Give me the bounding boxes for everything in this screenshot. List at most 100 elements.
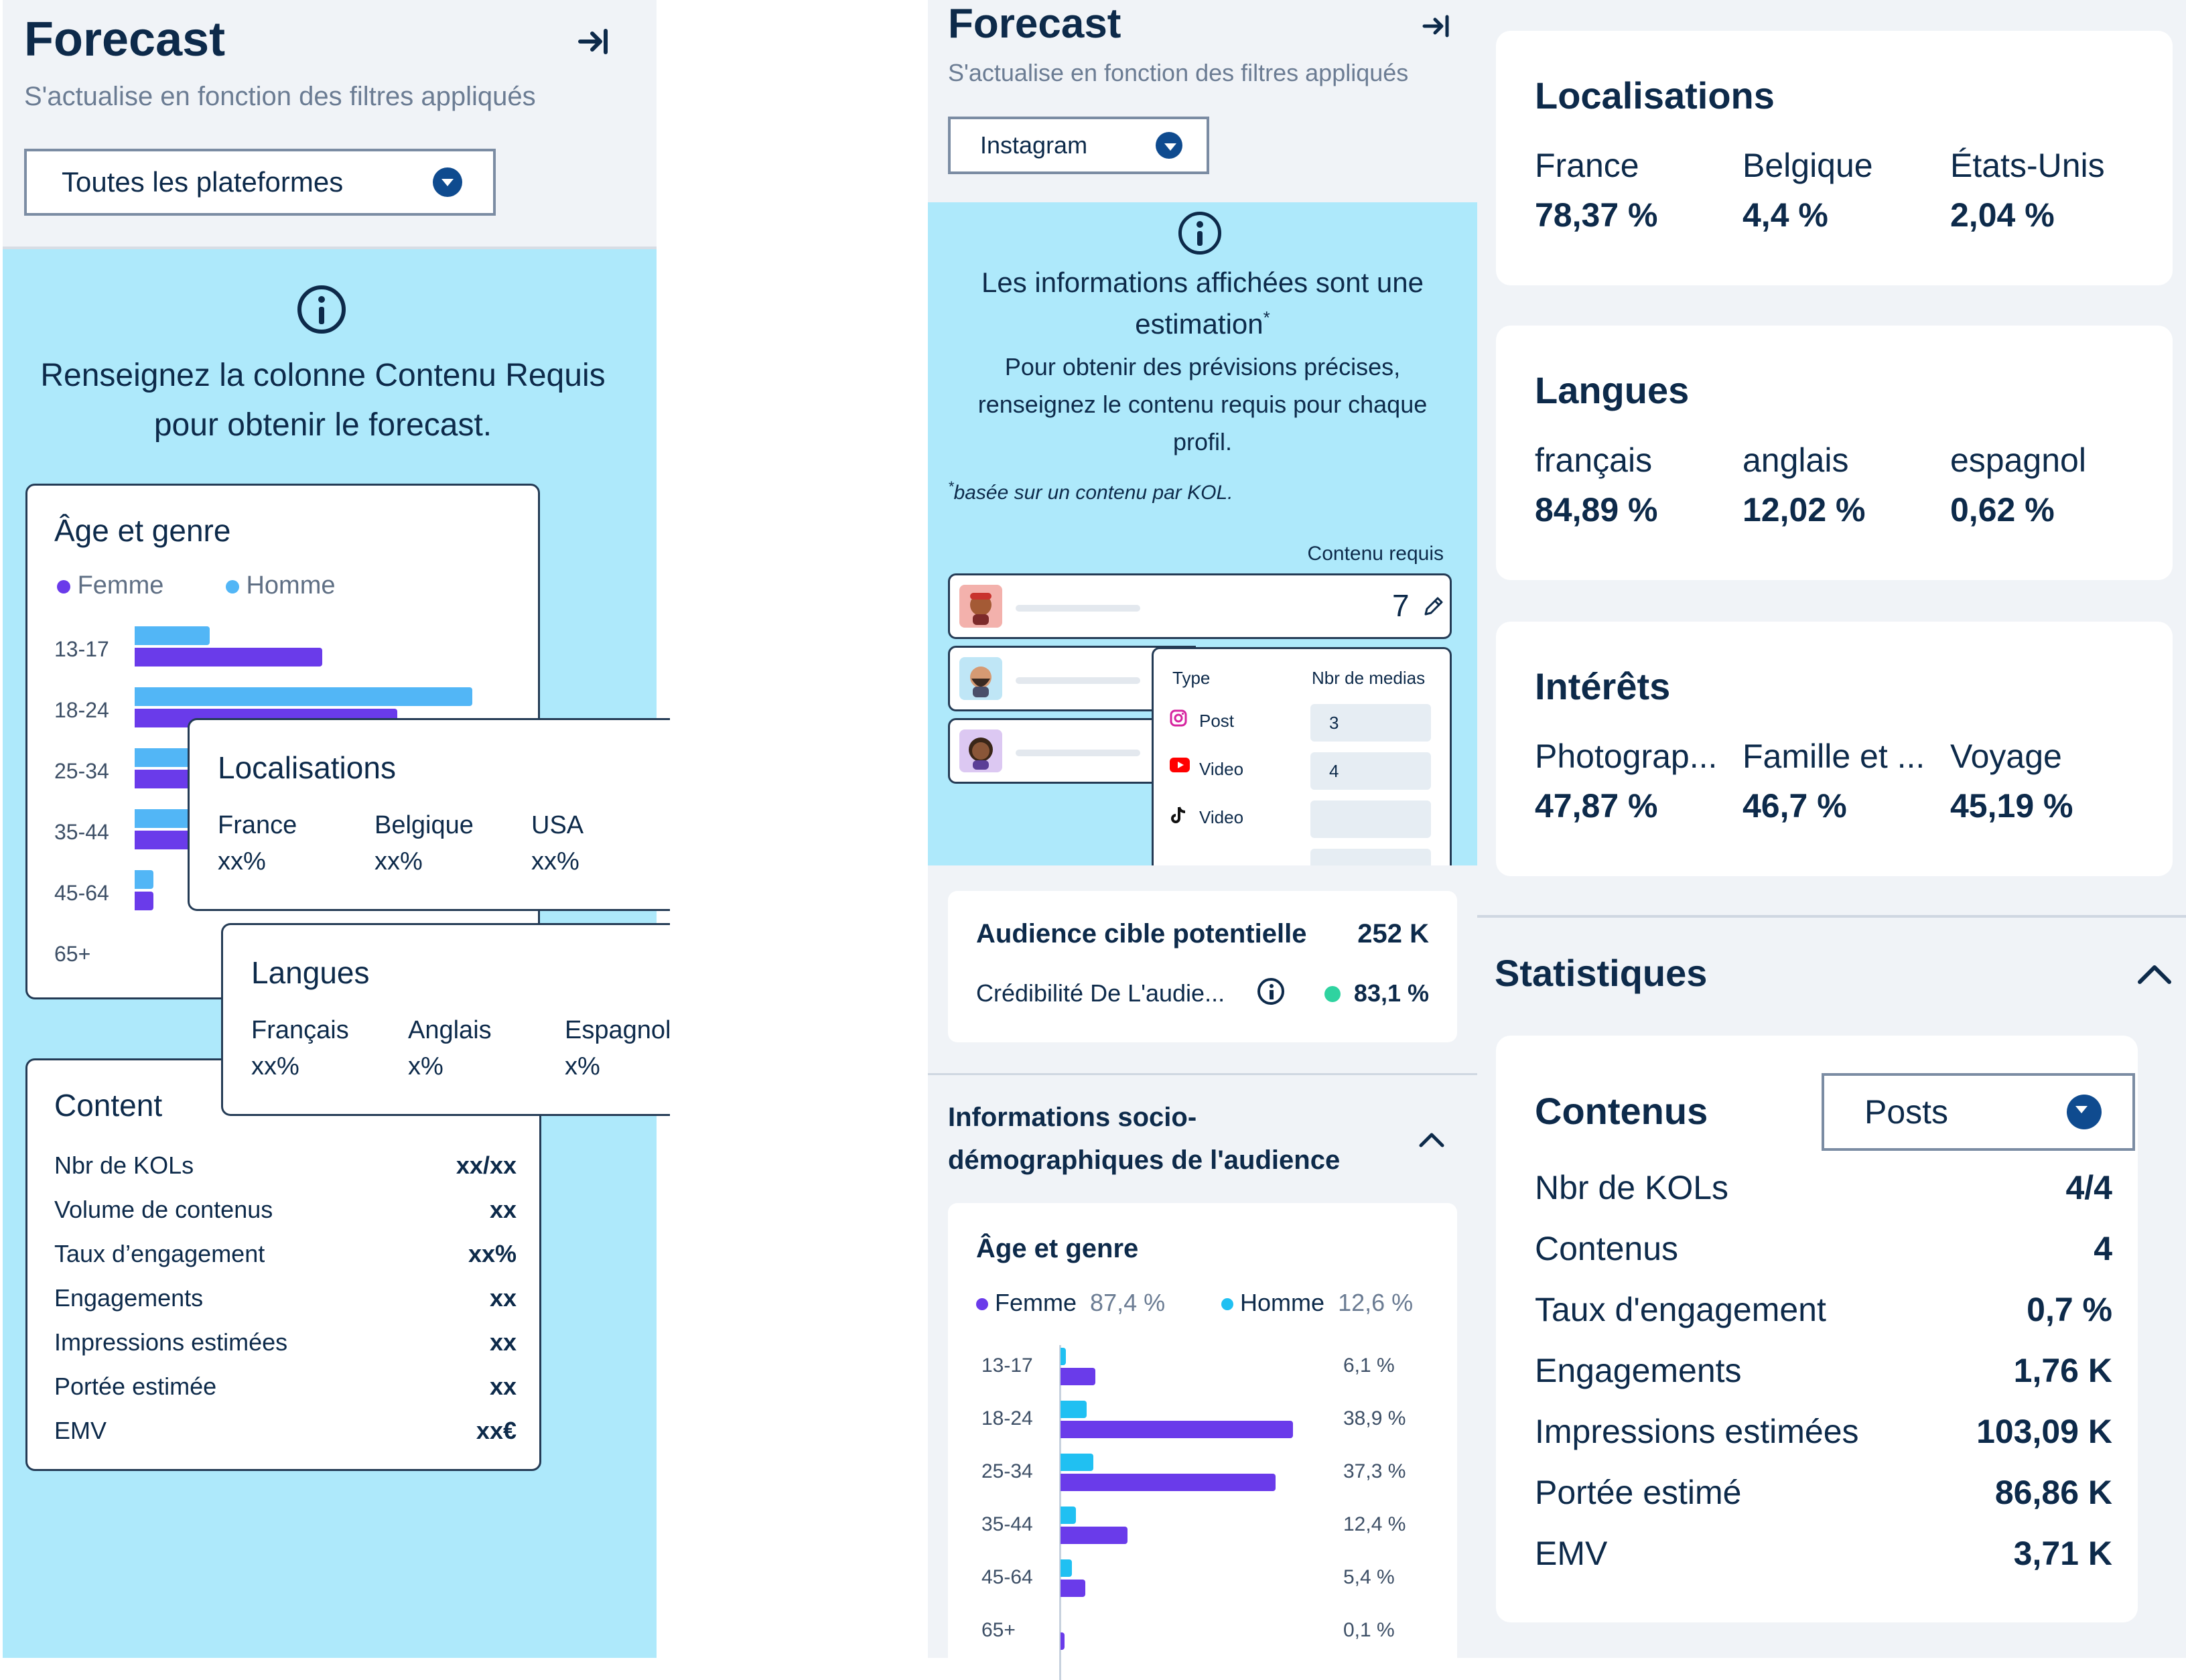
- required-content-value: 7: [1392, 588, 1410, 623]
- estimation-info-section: Les informations affichées sont une esti…: [928, 202, 1477, 867]
- age-label: 35-44: [981, 1513, 1033, 1535]
- item-value: 2,04 %: [1950, 196, 2055, 234]
- metric-value: xx: [489, 1373, 517, 1400]
- metric-row: Engagements 1,76 K: [1535, 1351, 2112, 1390]
- audience-card: Audience cible potentielle 252 K Crédibi…: [948, 891, 1457, 1042]
- item-value: xx%: [218, 847, 266, 876]
- content-type-select[interactable]: Posts: [1822, 1073, 2135, 1151]
- metric-label: EMV: [54, 1417, 107, 1444]
- age-total-label: 0,1 %: [1343, 1619, 1395, 1641]
- item-name: Famille et ...: [1743, 738, 1925, 775]
- panel-b-lower: Audience cible potentielle 252 K Crédibi…: [928, 865, 1477, 1680]
- item-name: Photograp...: [1535, 738, 1718, 775]
- female-bar: [1061, 1580, 1085, 1597]
- item-value: xx%: [251, 1052, 299, 1080]
- content-type-select-value: Posts: [1864, 1093, 1949, 1131]
- loc-card-title: Localisations: [218, 750, 396, 785]
- age-total-label: 6,1 %: [1343, 1354, 1395, 1377]
- male-legend-label: Homme: [246, 571, 336, 600]
- media-count-input[interactable]: 3: [1310, 704, 1431, 742]
- media-count-input[interactable]: 4: [1310, 752, 1431, 790]
- interest-card-title: Intérêts: [1535, 665, 1671, 707]
- statistics-title[interactable]: Statistiques: [1495, 952, 1708, 994]
- media-type-popup: Type Nbr de medias Post 3 Video 4 Video: [1152, 647, 1452, 867]
- kol-name-placeholder: [1016, 750, 1140, 756]
- collapse-panel-icon[interactable]: [1422, 15, 1450, 38]
- age-legend-male: Homme 12,6 %: [1221, 1289, 1413, 1317]
- item-value: xx%: [531, 847, 579, 876]
- item-value: 47,87 %: [1535, 787, 1658, 825]
- item-name: espagnol: [1950, 441, 2086, 479]
- chevron-up-icon[interactable]: [1418, 1131, 1445, 1148]
- langues-card: Langues français 84,89 % anglais 12,02 % esp…: [1496, 326, 2173, 580]
- item-name: France: [1535, 147, 1639, 184]
- metric-row: EMV xx€: [54, 1417, 517, 1445]
- collapse-panel-icon[interactable]: [577, 28, 610, 55]
- metric-label: Engagements: [54, 1284, 204, 1312]
- metric-label: Portée estimé: [1535, 1474, 1742, 1511]
- pencil-icon[interactable]: [1422, 596, 1444, 618]
- item-name: Espagnol: [565, 1016, 670, 1044]
- item-value: x%: [408, 1052, 443, 1080]
- panel-b-header: Forecast S'actualise en fonction des fil…: [928, 0, 1477, 202]
- male-legend-value: 12,6 %: [1338, 1289, 1414, 1316]
- item-name: Anglais: [408, 1016, 492, 1044]
- metric-row: Impressions estimées xx: [54, 1328, 517, 1356]
- media-count-input[interactable]: [1310, 800, 1431, 838]
- kol-row[interactable]: 7: [948, 573, 1452, 639]
- male-bar: [1061, 1507, 1076, 1524]
- content-card-title: Content: [54, 1088, 163, 1123]
- female-bar: [1061, 1368, 1096, 1385]
- loc-card-title: Localisations: [1535, 74, 1775, 117]
- metric-row: Portée estimé 86,86 K: [1535, 1473, 2112, 1512]
- item-value: x%: [565, 1052, 600, 1080]
- content-card: Content Nbr de KOLs xx/xx Volume de conten…: [25, 1058, 541, 1471]
- metric-label: Impressions estimées: [54, 1328, 288, 1356]
- female-bar: [1061, 1632, 1065, 1650]
- youtube-icon: [1170, 758, 1190, 778]
- metric-value: 103,09 K: [1976, 1413, 2112, 1450]
- female-bar: [1061, 1421, 1293, 1438]
- chevron-up-icon[interactable]: [2136, 962, 2173, 986]
- kol-name-placeholder: [1016, 677, 1140, 684]
- platform-select-value: Toutes les plateformes: [62, 166, 344, 198]
- metric-value: xx€: [476, 1417, 517, 1444]
- info-icon: [297, 285, 346, 334]
- female-bar: [135, 831, 191, 849]
- platform-select[interactable]: Instagram: [948, 117, 1209, 174]
- kol-name-placeholder: [1016, 605, 1140, 612]
- female-bar: [1061, 1527, 1128, 1544]
- metric-value: 0,7 %: [2027, 1291, 2112, 1328]
- male-bar: [135, 870, 153, 889]
- estimation-body-line-3: profil.: [1172, 428, 1233, 456]
- metric-label: Volume de contenus: [54, 1196, 273, 1223]
- chevron-down-icon: [2067, 1095, 2102, 1129]
- footnote: *basée sur un contenu par KOL.: [948, 478, 1233, 504]
- age-label: 65+: [981, 1619, 1016, 1641]
- metric-row: Portée estimée xx: [54, 1373, 517, 1401]
- contenus-card-title: Contenus: [1535, 1090, 1708, 1132]
- metric-row: Engagements xx: [54, 1284, 517, 1312]
- item-name: français: [1535, 441, 1653, 479]
- socio-section-title[interactable]: Informations socio- démographiques de l'…: [948, 1096, 1340, 1182]
- item-name: France: [218, 811, 297, 839]
- metric-label: Portée estimée: [54, 1373, 217, 1400]
- audience-label: Audience cible potentielle: [976, 919, 1307, 949]
- info-line-1: Renseignez la colonne Contenu Requis: [40, 358, 606, 393]
- estimation-asterisk: *: [1263, 307, 1270, 328]
- lang-items: Français xx% Anglais x% Espagnol x%: [251, 1016, 670, 1097]
- metric-value: xx/xx: [456, 1151, 517, 1179]
- chart-axis: [1059, 1345, 1061, 1680]
- socio-title-line-2: démographiques de l'audience: [948, 1145, 1341, 1175]
- avatar: [959, 729, 1002, 772]
- platform-select[interactable]: Toutes les plateformes: [24, 149, 496, 216]
- metric-value: 4/4: [2065, 1169, 2112, 1206]
- metric-label: Nbr de KOLs: [54, 1151, 194, 1179]
- socio-title-line-1: Informations socio-: [948, 1103, 1197, 1132]
- age-total-label: 12,4 %: [1343, 1513, 1406, 1535]
- age-label: 18-24: [981, 1407, 1033, 1429]
- metric-row: Contenus 4: [1535, 1229, 2112, 1268]
- media-count-input[interactable]: [1310, 849, 1431, 867]
- metric-row: Volume de contenus xx: [54, 1196, 517, 1224]
- info-icon[interactable]: [1257, 978, 1284, 1005]
